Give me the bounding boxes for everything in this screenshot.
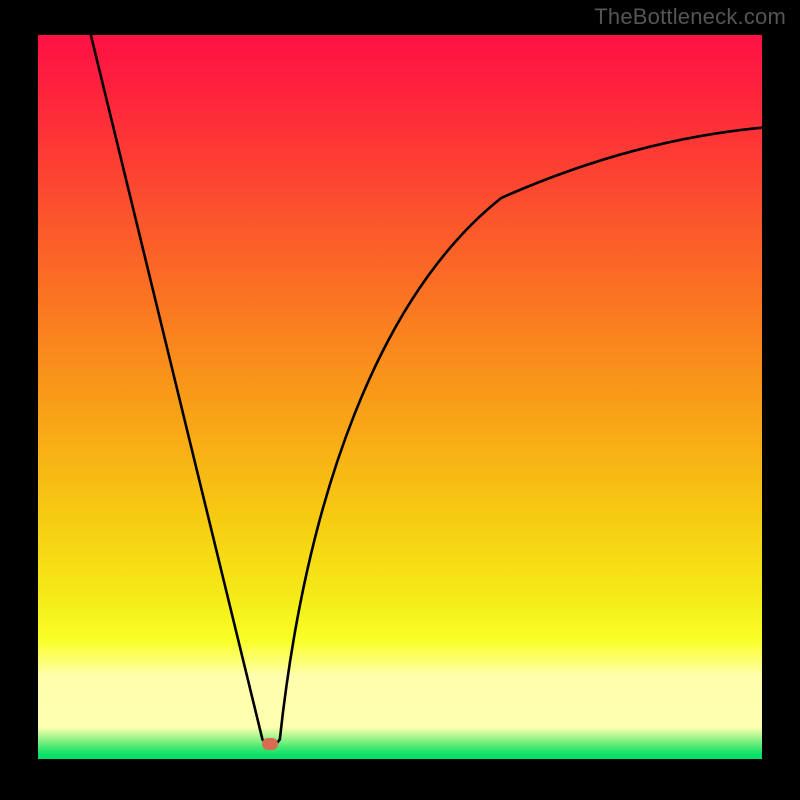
watermark-text: TheBottleneck.com [594, 4, 786, 30]
optimum-marker [262, 738, 278, 750]
chart-container: TheBottleneck.com [0, 0, 800, 800]
bottleneck-curve [38, 35, 762, 759]
plot-area [38, 35, 762, 760]
